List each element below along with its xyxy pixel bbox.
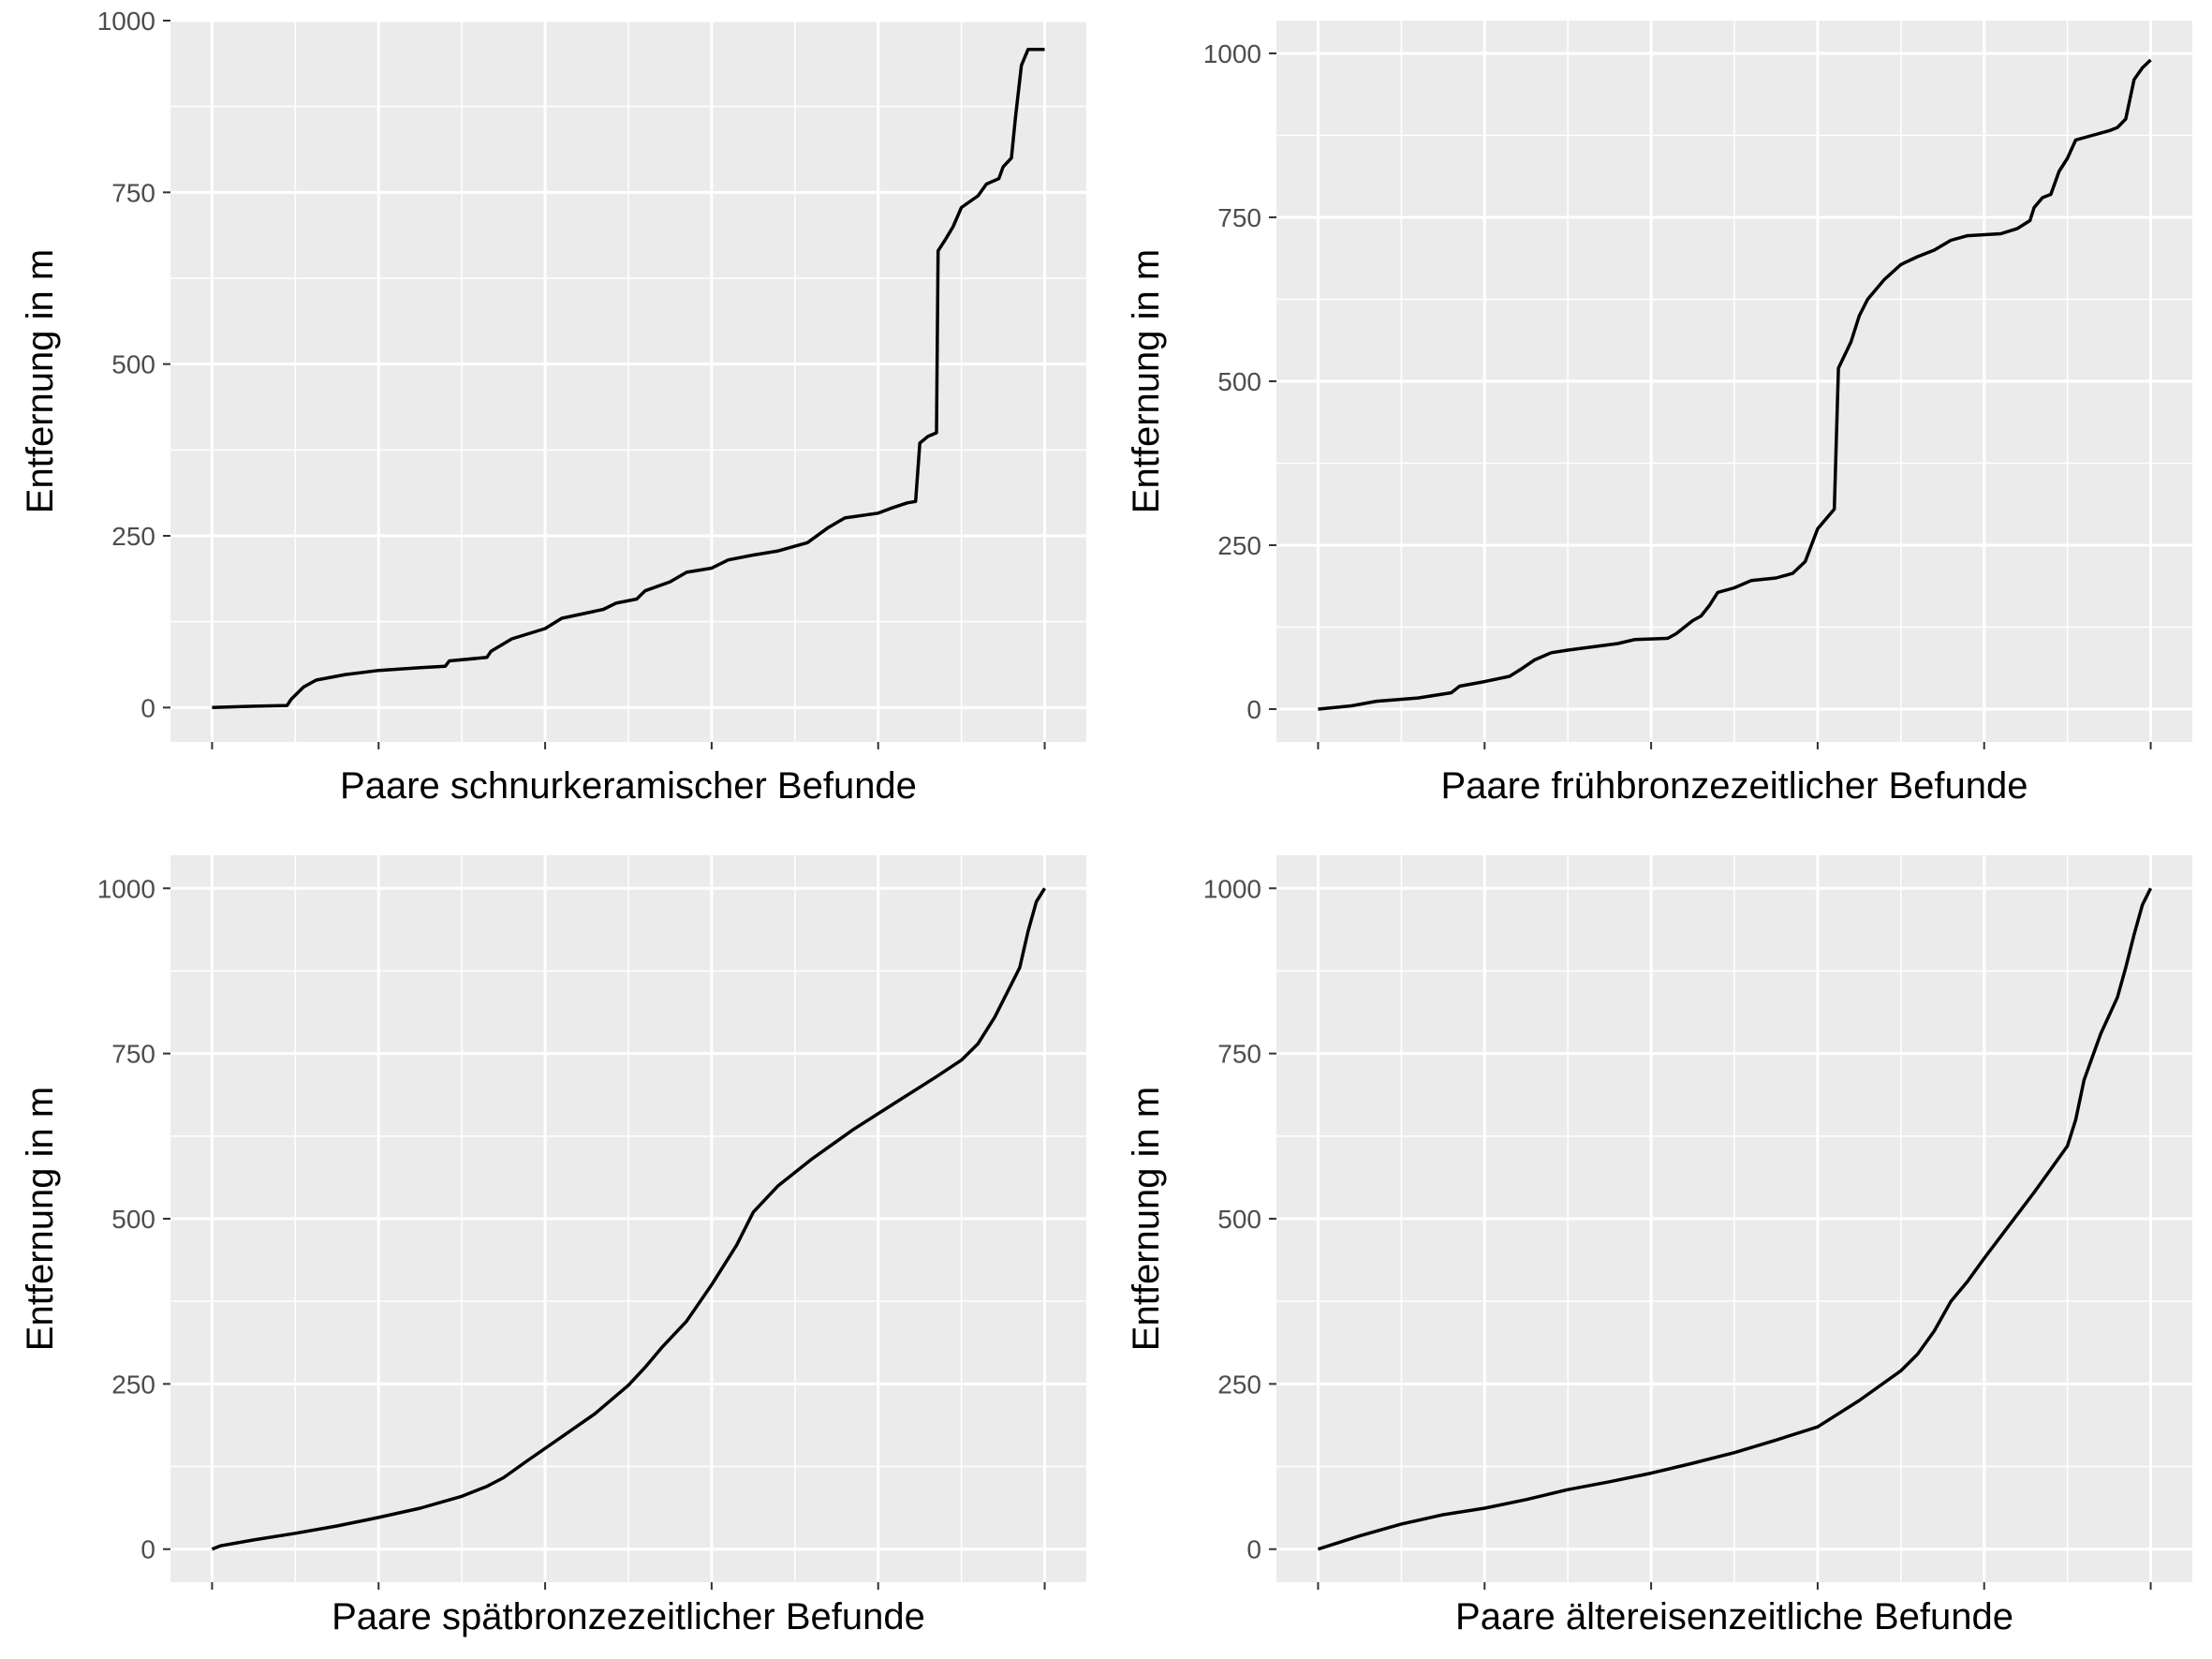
x-axis-title: Paare ältereisenzeitliche Befunde xyxy=(1455,1596,2013,1637)
y-tick-label: 250 xyxy=(1217,1370,1261,1399)
y-axis-title: Entfernung in m xyxy=(1126,1087,1167,1351)
y-tick-label: 0 xyxy=(140,1535,155,1564)
chart-svg-aeltereisenzeit: 0 250 500 750 1000 Paare ältereisenzeitliche … xyxy=(1126,855,2192,1637)
y-axis-title: Entfernung in m xyxy=(1126,249,1167,513)
chart-svg-fruehbronzezeit: 0 250 500 750 1000 Paare frühbronzezeitlicher… xyxy=(1126,21,2192,807)
series-line xyxy=(211,887,1046,1551)
y-tick-label: 0 xyxy=(140,693,155,722)
y-tick-label: 1000 xyxy=(1203,39,1261,68)
x-axis-title: Paare schnurkeramischer Befunde xyxy=(340,765,917,807)
y-tick-label: 500 xyxy=(111,1205,155,1234)
chart-panel-spaetbronzezeit: 0 250 500 750 1000 Paare spätbronzezeitlicher… xyxy=(0,829,1106,1659)
y-tick-label: 500 xyxy=(1217,367,1261,396)
y-tick-label: 500 xyxy=(111,350,155,379)
series-line xyxy=(1317,887,2153,1551)
y-tick-label: 750 xyxy=(111,178,155,207)
chart-panel-fruehbronzezeit: 0 250 500 750 1000 Paare frühbronzezeitlicher… xyxy=(1106,0,2212,829)
y-tick-label: 250 xyxy=(111,1370,155,1399)
chart-panel-aeltereisenzeit: 0 250 500 750 1000 Paare ältereisenzeitliche … xyxy=(1106,829,2212,1659)
y-tick-label: 750 xyxy=(1217,203,1261,232)
chart-svg-schnurkeramik: 0 250 500 750 1000 Paare schnurkeramischer Be… xyxy=(20,7,1086,807)
y-tick-label: 1000 xyxy=(97,874,155,903)
y-axis-title: Entfernung in m xyxy=(20,249,61,513)
y-tick-label: 1000 xyxy=(1203,874,1261,903)
series-line xyxy=(212,48,1045,710)
y-tick-label: 750 xyxy=(1217,1040,1261,1069)
y-tick-label: 250 xyxy=(111,522,155,551)
series-line xyxy=(1318,58,2152,711)
y-tick-label: 1000 xyxy=(97,7,155,36)
chart-svg-spaetbronzezeit: 0 250 500 750 1000 Paare spätbronzezeitlicher… xyxy=(20,855,1086,1637)
y-tick-label: 750 xyxy=(111,1040,155,1069)
y-axis-title: Entfernung in m xyxy=(20,1087,61,1351)
y-tick-label: 250 xyxy=(1217,531,1261,560)
x-axis-title: Paare frühbronzezeitlicher Befunde xyxy=(1440,765,2028,807)
y-tick-label: 0 xyxy=(1246,695,1261,724)
chart-panel-schnurkeramik: 0 250 500 750 1000 Paare schnurkeramischer Be… xyxy=(0,0,1106,829)
y-tick-label: 500 xyxy=(1217,1205,1261,1234)
x-axis-title: Paare spätbronzezeitlicher Befunde xyxy=(332,1596,925,1637)
y-tick-label: 0 xyxy=(1246,1535,1261,1564)
